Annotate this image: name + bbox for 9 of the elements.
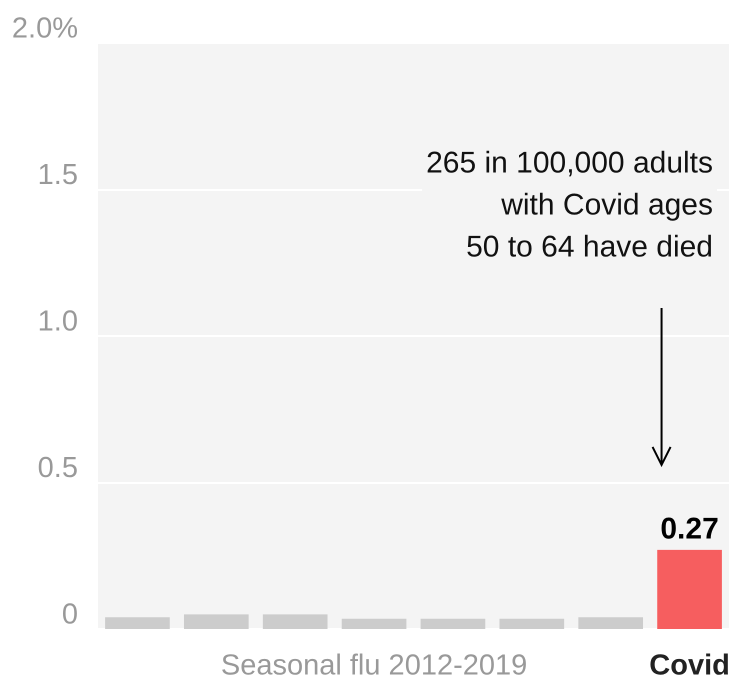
data-label: 0.27 — [660, 512, 719, 546]
y-tick-label: 0.5 — [38, 452, 78, 484]
y-tick-label: 1.0 — [38, 306, 78, 338]
annotation: 265 in 100,000 adults with Covid ages 50 to 64 have died — [426, 146, 713, 264]
y-tick-label: 2.0% — [12, 12, 78, 44]
y-tick-label: 0 — [62, 598, 78, 630]
x-axis-title: Seasonal flu 2012-2019 — [220, 650, 528, 682]
x-tick-label: Covid — [649, 650, 730, 682]
y-tick-label: 1.5 — [38, 159, 78, 191]
